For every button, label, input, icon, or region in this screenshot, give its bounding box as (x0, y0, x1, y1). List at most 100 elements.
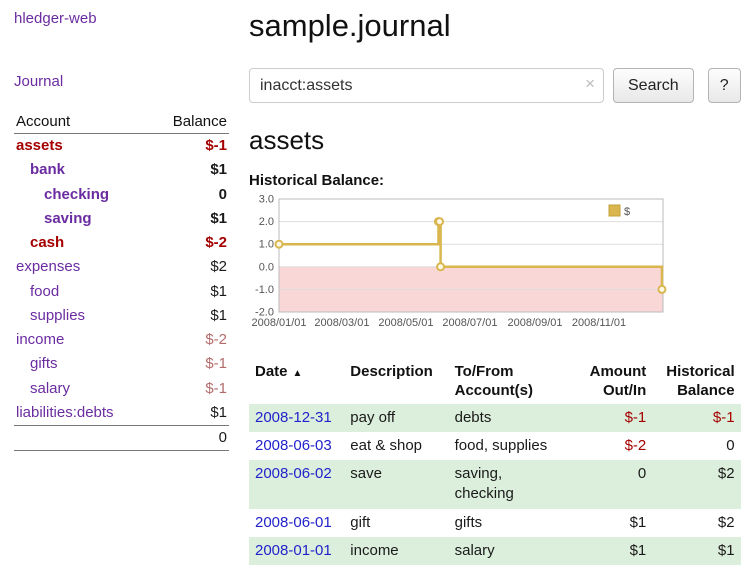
transaction-balance: $2 (717, 513, 735, 531)
account-link-checking[interactable]: checking (44, 185, 110, 203)
register-row: 2008-06-03 eat & shop food, supplies $-2… (249, 432, 741, 460)
transaction-balance: $-1 (712, 408, 735, 426)
account-row-bank: bank $1 (14, 158, 229, 182)
register-row: 2008-01-01 income salary $1 $1 (249, 536, 741, 565)
account-balance: $1 (210, 282, 227, 300)
register-header-row: Date ▲ Description To/From Account(s) Amo… (249, 360, 741, 404)
account-row-gifts: gifts $-1 (14, 352, 229, 376)
transaction-amount: $1 (629, 541, 647, 559)
accounts-total-row: 0 (14, 424, 229, 452)
svg-text:2008/11/01: 2008/11/01 (572, 317, 626, 329)
account-row-liabilities-debts: liabilities:debts $1 (14, 401, 229, 426)
account-row-supplies: supplies $1 (14, 304, 229, 328)
col-amount[interactable]: Amount Out/In (589, 363, 647, 399)
account-row-assets: assets $-1 (14, 134, 229, 159)
transaction-date-link[interactable]: 2008-06-03 (255, 436, 332, 454)
transaction-amount: $-2 (624, 436, 647, 454)
transaction-balance: $2 (717, 465, 735, 482)
account-link-bank[interactable]: bank (30, 161, 66, 179)
register-table: Date ▲ Description To/From Account(s) Amo… (249, 360, 741, 565)
transaction-amount: $1 (629, 513, 647, 531)
clear-search-icon[interactable]: × (585, 74, 595, 93)
transaction-description: income (350, 541, 399, 559)
help-button[interactable]: ? (707, 68, 741, 103)
chart-label: Historical Balance: (249, 172, 385, 189)
transaction-balance: $1 (717, 541, 735, 559)
account-row-income: income $-2 (14, 328, 229, 352)
brand-link[interactable]: hledger-web (14, 10, 97, 27)
account-link-salary[interactable]: salary (30, 379, 71, 397)
accounts-col-balance: Balance (150, 110, 229, 134)
transaction-accounts: saving, checking (454, 465, 514, 503)
sort-asc-icon: ▲ (292, 368, 303, 379)
account-balance: $-1 (205, 355, 227, 373)
transaction-date-link[interactable]: 2008-06-01 (255, 513, 332, 531)
account-page-title: assets (249, 125, 325, 155)
account-link-supplies[interactable]: supplies (30, 306, 86, 324)
search-box: × (249, 68, 604, 103)
register-row: 2008-12-31 pay off debts $-1 $-1 (249, 403, 741, 432)
account-row-saving: saving $1 (14, 207, 229, 231)
col-description[interactable]: Description (350, 363, 433, 380)
page: hledger-web Journal Account Balance asse… (0, 0, 742, 565)
account-balance: $-1 (205, 379, 227, 397)
search-input[interactable] (249, 68, 604, 103)
transaction-accounts: gifts (454, 513, 483, 531)
accounts-col-account: Account (14, 110, 151, 134)
col-balance[interactable]: Historical Balance (666, 363, 735, 399)
account-balance: $1 (210, 403, 227, 421)
account-link-liabilities-debts[interactable]: liabilities:debts (16, 403, 114, 421)
transaction-date-link[interactable]: 2008-06-02 (255, 465, 332, 482)
account-balance: $-2 (205, 331, 227, 348)
svg-text:2.0: 2.0 (259, 216, 274, 228)
register-row: 2008-06-01 gift gifts $1 $2 (249, 509, 741, 537)
account-balance: $1 (210, 306, 227, 324)
transaction-accounts: debts (454, 408, 492, 426)
accounts-total: 0 (150, 424, 229, 452)
account-link-expenses[interactable]: expenses (16, 258, 81, 276)
sidebar: hledger-web Journal Account Balance asse… (0, 0, 237, 565)
transaction-amount: 0 (637, 465, 647, 482)
account-row-salary: salary $-1 (14, 377, 229, 401)
account-balance: $1 (210, 209, 227, 227)
account-link-food[interactable]: food (30, 282, 60, 300)
main-content: sample.journal × Search ? assets Histori… (237, 0, 742, 565)
svg-text:2008/01/01: 2008/01/01 (251, 317, 306, 329)
svg-text:2008/05/01: 2008/05/01 (378, 317, 433, 329)
account-link-income[interactable]: income (16, 331, 65, 348)
search-button[interactable]: Search (613, 68, 694, 103)
svg-text:2008/07/01: 2008/07/01 (442, 317, 497, 329)
account-balance: $2 (210, 258, 227, 276)
account-link-assets[interactable]: assets (16, 137, 63, 154)
svg-text:2008/03/01: 2008/03/01 (314, 317, 369, 329)
account-link-saving[interactable]: saving (44, 209, 92, 227)
account-link-cash[interactable]: cash (30, 234, 65, 251)
svg-text:0.0: 0.0 (259, 261, 274, 273)
transaction-description: save (350, 465, 382, 482)
transaction-date-link[interactable]: 2008-01-01 (255, 541, 332, 559)
account-row-checking: checking 0 (14, 183, 229, 207)
accounts-table: Account Balance assets $-1 bank $1 check… (14, 110, 229, 452)
svg-text:1.0: 1.0 (259, 239, 274, 251)
svg-text:2008/09/01: 2008/09/01 (507, 317, 562, 329)
transaction-balance: 0 (726, 436, 735, 454)
account-balance: $1 (210, 161, 227, 179)
account-row-food: food $1 (14, 280, 229, 304)
svg-text:$: $ (624, 206, 630, 218)
transaction-date-link[interactable]: 2008-12-31 (255, 408, 332, 426)
page-title: sample.journal (249, 8, 451, 43)
search-bar: × Search ? (249, 68, 741, 103)
col-accounts[interactable]: To/From Account(s) (454, 363, 533, 399)
col-date[interactable]: Date ▲ (255, 363, 303, 380)
account-link-gifts[interactable]: gifts (30, 355, 58, 373)
svg-text:-1.0: -1.0 (255, 284, 274, 296)
sidebar-item-journal[interactable]: Journal (14, 73, 64, 90)
transaction-description: eat & shop (350, 436, 423, 454)
svg-text:3.0: 3.0 (259, 194, 274, 206)
transaction-amount: $-1 (624, 408, 647, 426)
accounts-header-row: Account Balance (14, 110, 229, 134)
transaction-description: pay off (350, 408, 396, 426)
transaction-accounts: food, supplies (454, 436, 548, 454)
account-row-expenses: expenses $2 (14, 255, 229, 279)
